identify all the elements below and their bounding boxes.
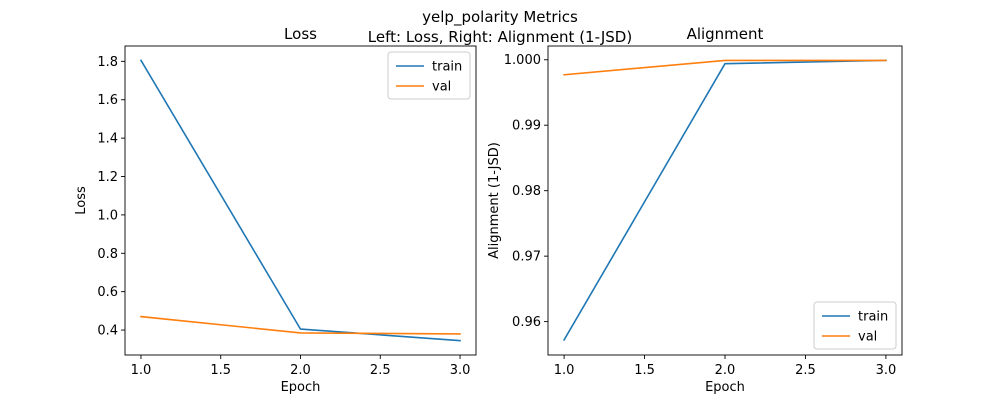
loss-ytick-label: 1.4 [97,132,118,147]
alignment-ytick-label: 0.99 [512,119,541,134]
alignment-series-train-line [564,60,886,340]
loss-xtick-label: 3.0 [450,363,471,378]
alignment-panel: 1.0 1.5 2.0 2.5 3.0 0.96 0.97 0.98 0.99 1.000 Alig… [487,25,902,395]
loss-ytick-label: 0.6 [97,285,118,300]
alignment-xtick-label: 2.5 [795,363,816,378]
alignment-xtick-label: 1.0 [554,363,575,378]
loss-ytick-label: 0.4 [97,324,118,339]
alignment-legend-label-val: val [858,330,877,345]
alignment-ytick-label: 0.98 [512,184,541,199]
loss-legend-label-val: val [432,80,451,95]
loss-legend: train val [388,52,470,99]
loss-title: Loss [284,25,317,43]
alignment-title: Alignment [687,25,764,43]
loss-ytick-label: 1.6 [97,93,118,108]
alignment-xtick-label: 2.0 [715,363,736,378]
loss-xtick-label: 2.5 [370,363,391,378]
loss-xlabel: Epoch [281,380,321,395]
loss-xtick-label: 1.0 [131,363,152,378]
alignment-ylabel: Alignment (1-JSD) [487,142,502,259]
figure-subtitle: Left: Loss, Right: Alignment (1-JSD) [368,28,632,46]
loss-xtick-label: 1.5 [210,363,231,378]
loss-ytick-label: 0.8 [97,247,118,262]
alignment-ytick-label: 0.96 [512,315,541,330]
panels: 1.0 1.5 2.0 2.5 3.0 0.4 0.6 0.8 1.0 1.2 1.4 1.6 1.8 L… [74,25,902,395]
loss-panel: 1.0 1.5 2.0 2.5 3.0 0.4 0.6 0.8 1.0 1.2 1.4 1.6 1.8 L… [74,25,476,395]
loss-ytick-label: 1.2 [97,170,118,185]
loss-series-val-line [141,317,460,334]
alignment-xtick-label: 3.0 [876,363,897,378]
alignment-legend-label-train: train [858,310,888,325]
loss-legend-label-train: train [432,60,462,75]
alignment-ytick-label: 1.000 [504,53,541,68]
alignment-series-val-line [564,60,886,74]
loss-ytick-label: 1.0 [97,208,118,223]
figure-title: yelp_polarity Metrics [422,8,578,27]
alignment-legend: train val [814,302,896,349]
alignment-xlabel: Epoch [705,380,745,395]
alignment-xtick-label: 1.5 [634,363,655,378]
loss-xtick-label: 2.0 [290,363,311,378]
loss-ytick-label: 1.8 [97,55,118,70]
loss-series-train-line [141,60,460,340]
loss-ylabel: Loss [74,186,89,215]
alignment-ytick-label: 0.97 [512,250,541,265]
